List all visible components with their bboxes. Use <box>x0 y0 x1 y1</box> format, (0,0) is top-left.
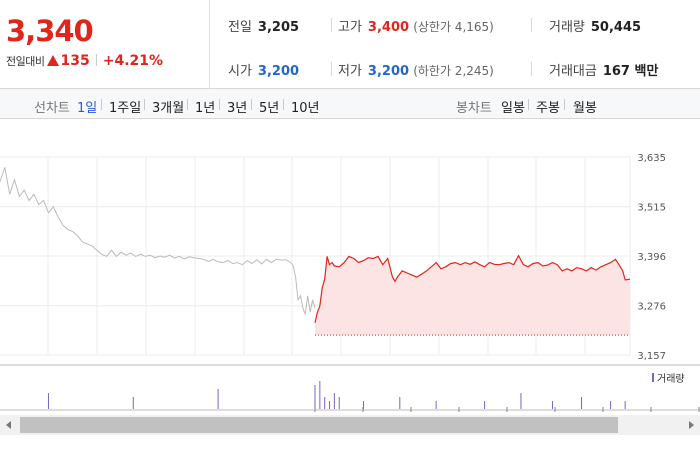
amount-value: 167 백만 <box>602 64 659 79</box>
period-bar: 선차트 1일 1주일 3개월 1년 3년 5년 10년 봉차트 일봉 주봉 월봉 <box>0 89 700 119</box>
y-tick-label: 3,635 <box>637 153 666 164</box>
quote-panel: 3,340 전일대비 135 +4.21% 전일 3,205 고가 3,400 (상한가… <box>0 0 700 89</box>
high-value: 3,400 <box>367 20 410 35</box>
up-triangle-icon <box>47 55 60 66</box>
price-chart: 3,635 3,515 3,396 3,276 3,157 거래량 <box>0 153 700 435</box>
divider <box>531 18 532 32</box>
change-label: 전일대비 <box>6 55 45 68</box>
prev-close-label: 전일 <box>228 20 252 35</box>
prev-day-line <box>0 167 316 315</box>
volume-value: 50,445 <box>590 20 642 35</box>
line-chart-label: 선차트 <box>34 101 70 116</box>
scrollbar-thumb[interactable] <box>20 417 618 433</box>
low-label: 저가 <box>338 64 362 79</box>
amount-label: 거래대금 <box>549 64 597 79</box>
y-tick-label: 3,515 <box>637 203 666 214</box>
period-10y[interactable]: 10년 <box>291 101 320 116</box>
lower-limit: (하한가 2,245) <box>413 64 494 78</box>
volume-bars <box>47 381 626 409</box>
open-label: 시가 <box>228 64 252 79</box>
period-3m[interactable]: 3개월 <box>152 101 185 116</box>
today-fill-area <box>315 255 630 336</box>
divider <box>101 99 102 110</box>
divider <box>564 99 565 110</box>
divider <box>95 54 97 66</box>
divider <box>331 18 332 32</box>
divider <box>331 62 332 76</box>
candle-daily[interactable]: 일봉 <box>501 101 525 116</box>
volume-legend-swatch <box>652 373 654 382</box>
low-value: 3,200 <box>367 64 410 79</box>
period-3y[interactable]: 3년 <box>227 101 248 116</box>
low-price: 저가 3,200 (하한가 2,245) <box>338 60 494 79</box>
change-percent: +4.21% <box>102 53 164 69</box>
divider <box>144 99 145 110</box>
price-chart-area: 3,635 3,515 3,396 3,276 3,157 거래량 <box>0 120 700 450</box>
period-1w[interactable]: 1주일 <box>109 101 142 116</box>
divider <box>219 99 220 110</box>
period-1d[interactable]: 1일 <box>77 101 98 116</box>
y-tick-label: 3,157 <box>637 351 666 362</box>
divider <box>283 99 284 110</box>
period-5y[interactable]: 5년 <box>259 101 280 116</box>
divider <box>187 99 188 110</box>
upper-limit: (상한가 4,165) <box>413 20 494 34</box>
scroll-left-icon[interactable] <box>6 421 11 429</box>
volume-label: 거래량 <box>549 20 585 35</box>
scroll-right-icon[interactable] <box>689 421 694 429</box>
candle-chart-label: 봉차트 <box>456 101 492 116</box>
today-price-line <box>314 254 631 323</box>
candle-monthly[interactable]: 월봉 <box>573 101 597 116</box>
y-axis: 3,635 3,515 3,396 3,276 3,157 <box>637 153 666 362</box>
price-box: 3,340 전일대비 135 +4.21% <box>0 0 210 89</box>
current-price: 3,340 <box>6 14 94 48</box>
period-1y[interactable]: 1년 <box>195 101 216 116</box>
grid <box>0 156 700 412</box>
candle-weekly[interactable]: 주봉 <box>536 101 560 116</box>
high-label: 고가 <box>338 20 362 35</box>
volume-legend: 거래량 <box>657 373 685 385</box>
open-value: 3,200 <box>257 64 300 79</box>
volume: 거래량 50,445 <box>549 16 641 35</box>
divider <box>528 99 529 110</box>
divider <box>531 62 532 76</box>
prev-close: 전일 3,205 <box>228 16 299 35</box>
change-value: 135 <box>60 53 90 69</box>
y-tick-label: 3,396 <box>637 252 666 263</box>
high-price: 고가 3,400 (상한가 4,165) <box>338 16 494 35</box>
change-row: 전일대비 135 +4.21% <box>6 53 163 69</box>
prev-close-value: 3,205 <box>257 20 300 35</box>
open-price: 시가 3,200 <box>228 60 299 79</box>
trade-amount: 거래대금 167 백만 <box>549 60 658 79</box>
divider <box>251 99 252 110</box>
y-tick-label: 3,276 <box>637 302 666 313</box>
